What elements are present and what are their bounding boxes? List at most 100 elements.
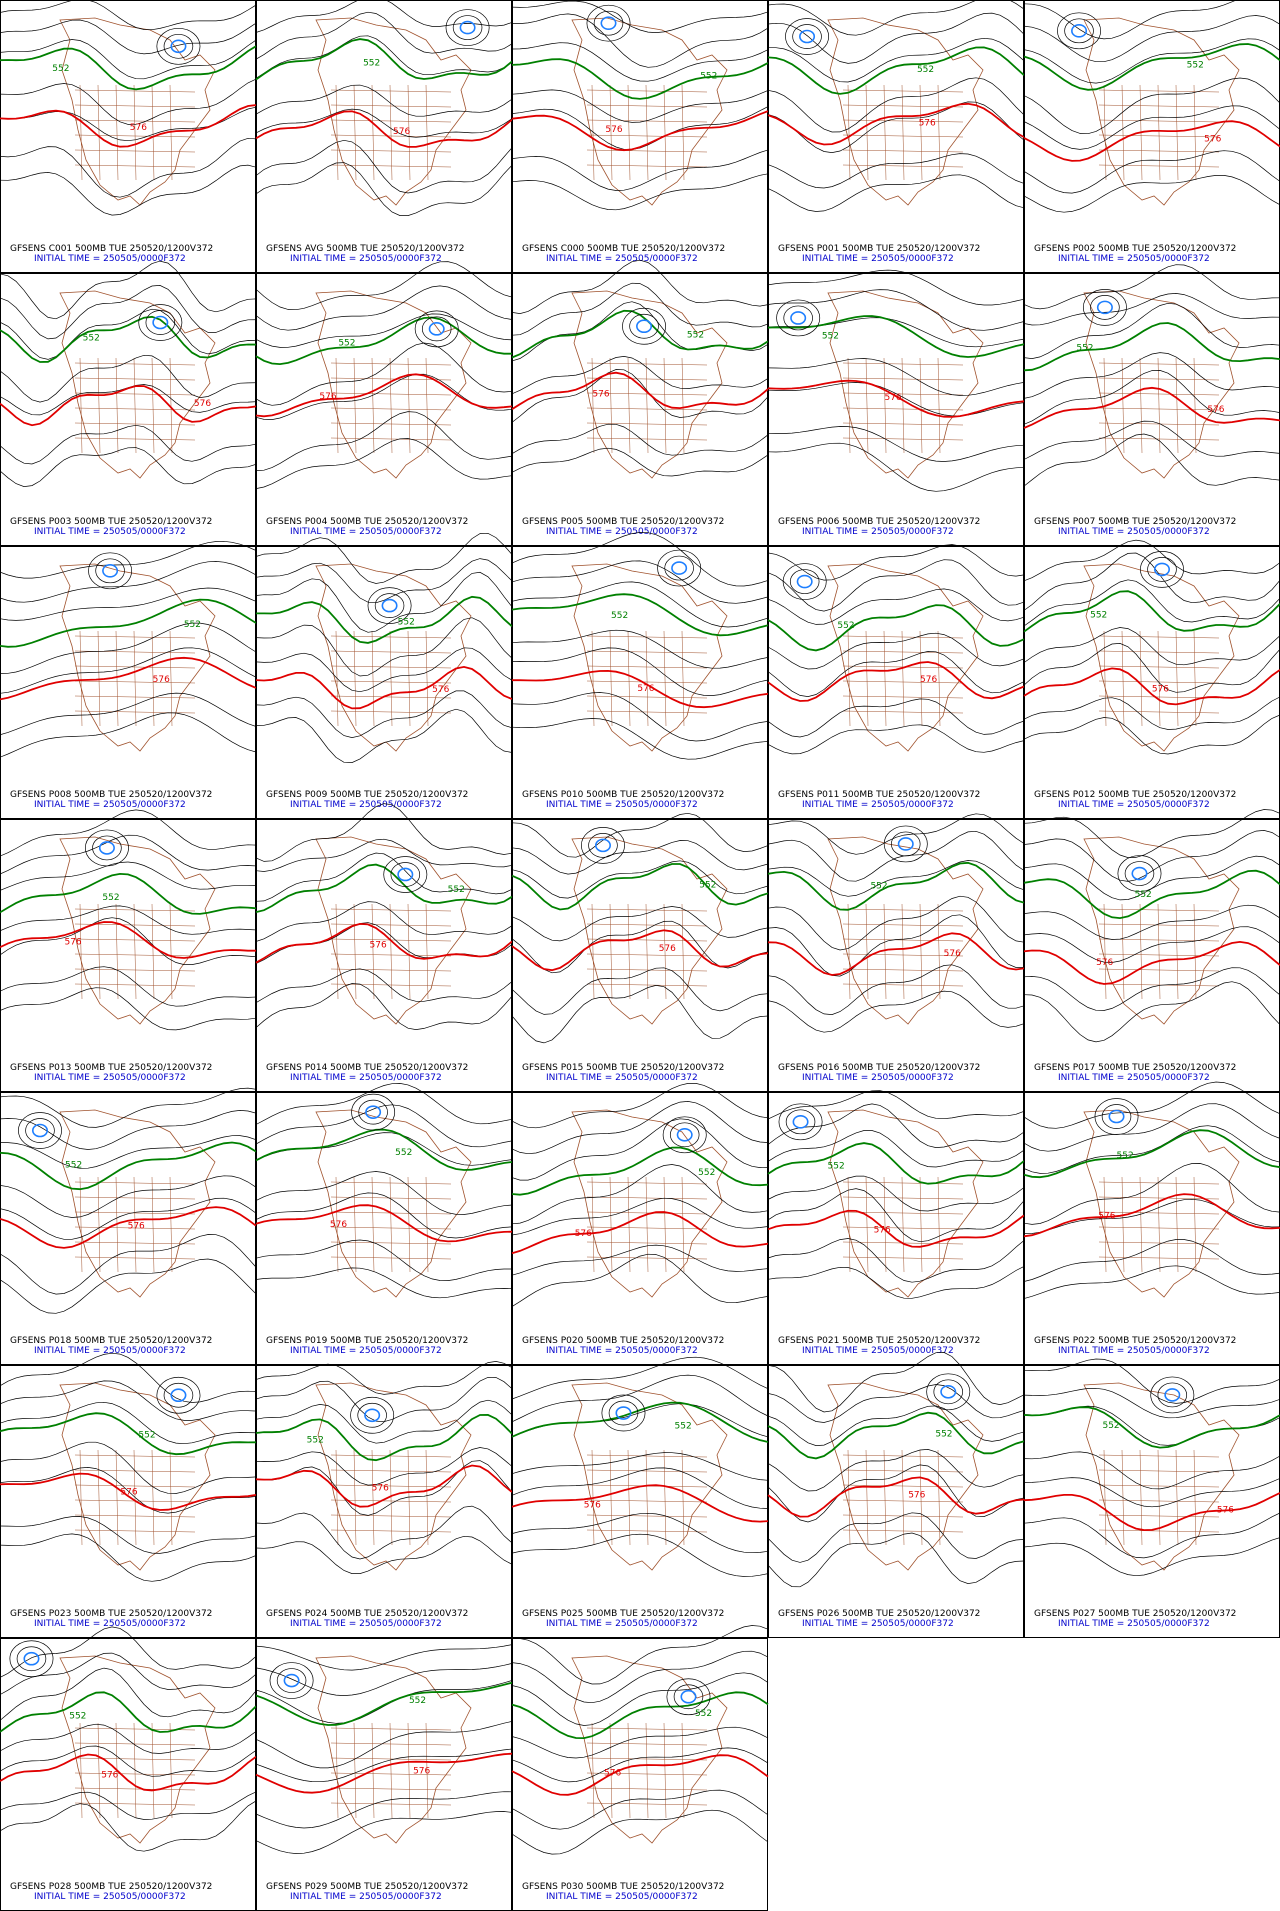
- low-contour: [138, 304, 183, 341]
- height-contour: [511, 840, 769, 875]
- contour-576: [255, 373, 513, 418]
- border-line: [1098, 362, 1220, 366]
- height-contour: [767, 1238, 1025, 1283]
- contour-label: 552: [1187, 61, 1204, 71]
- contour-label: 576: [130, 123, 147, 133]
- border-line: [681, 1449, 685, 1546]
- border-line: [663, 1176, 667, 1273]
- contour-label: 576: [874, 1226, 891, 1236]
- border-line: [919, 357, 923, 454]
- panel: 552 576 GFSENS P010 500MB TUE 250520/1200V…: [511, 532, 769, 819]
- border-line: [1098, 635, 1220, 639]
- contour-576: [767, 661, 1025, 702]
- border-line: [842, 164, 964, 168]
- border-line: [389, 1176, 393, 1273]
- height-contour: [767, 426, 1025, 462]
- height-contour: [511, 1726, 769, 1759]
- height-contour: [511, 282, 769, 336]
- height-contour: [511, 1374, 769, 1423]
- border-line: [1193, 84, 1197, 181]
- border-line: [1098, 1499, 1220, 1503]
- border-line: [627, 357, 631, 454]
- border-line: [586, 953, 708, 957]
- border-line: [74, 362, 196, 366]
- low-contour: [1108, 1109, 1125, 1124]
- border-line: [609, 1722, 613, 1819]
- panel: 552 576 GFSENS P011 500MB TUE 250520/1200V…: [767, 544, 1025, 819]
- border-line: [330, 1181, 452, 1185]
- contour-576: [0, 1206, 257, 1249]
- border-line: [842, 923, 964, 927]
- contour-label: 552: [695, 1709, 712, 1719]
- border-line: [74, 1742, 196, 1746]
- panel-frame: [1024, 819, 1280, 1092]
- border-line: [586, 1787, 708, 1791]
- low-contour: [615, 1406, 632, 1420]
- height-contour: [767, 1188, 1025, 1243]
- border-line: [842, 1256, 964, 1260]
- contour-552: [1023, 1406, 1280, 1449]
- height-contour: [0, 308, 257, 360]
- height-contour: [0, 285, 257, 340]
- height-contour: [0, 861, 257, 891]
- panel-frame: [512, 546, 768, 819]
- panel-label: GFSENS P015 500MB TUE 250520/1200V372: [522, 1063, 724, 1073]
- border-line: [1098, 968, 1220, 972]
- border-line: [74, 680, 196, 684]
- initial-time: INITIAL TIME = 250505/0000F372: [1058, 527, 1210, 537]
- border-line: [1103, 1449, 1107, 1546]
- panel: 552 576 GFSENS P030 500MB TUE 250520/1200V…: [511, 1625, 769, 1911]
- height-contour: [0, 1234, 257, 1295]
- border-line: [645, 1176, 649, 1273]
- panel-label: GFSENS P013 500MB TUE 250520/1200V372: [10, 1063, 212, 1073]
- contour-label: 576: [908, 1491, 925, 1501]
- coastline: [827, 1382, 984, 1571]
- contour-label: 576: [944, 949, 961, 959]
- low-contour: [783, 305, 813, 331]
- panel: 552 576 GFSENS P006 500MB TUE 250520/1200V…: [767, 269, 1025, 546]
- border-line: [115, 1449, 119, 1546]
- height-contour: [255, 708, 513, 763]
- border-line: [330, 695, 452, 699]
- height-contour: [0, 587, 257, 621]
- height-contour: [511, 1253, 769, 1307]
- low-contour: [594, 838, 611, 853]
- border-line: [1193, 630, 1197, 727]
- border-line: [627, 84, 631, 181]
- height-contour: [1023, 420, 1280, 460]
- panel-label: GFSENS P027 500MB TUE 250520/1200V372: [1034, 1609, 1236, 1619]
- height-contour: [511, 906, 769, 942]
- low-contour: [629, 313, 659, 339]
- border-line: [1098, 1196, 1220, 1200]
- coastline: [315, 17, 472, 206]
- contour-576: [767, 102, 1025, 146]
- panel: 552 576 GFSENS P021 500MB TUE 250520/1200V…: [767, 1090, 1025, 1365]
- border-line: [586, 1256, 708, 1260]
- border-line: [425, 1176, 429, 1273]
- contour-label: 552: [65, 1160, 82, 1170]
- border-line: [681, 84, 685, 181]
- border-line: [919, 84, 923, 181]
- border-line: [586, 1499, 708, 1503]
- low-contour: [666, 1678, 711, 1716]
- contour-576: [255, 1752, 513, 1794]
- height-contour: [511, 560, 769, 604]
- height-contour: [255, 1748, 513, 1783]
- border-line: [1157, 630, 1161, 727]
- contour-576: [255, 665, 513, 710]
- panel: 552 576 GFSENS P025 500MB TUE 250520/1200V…: [511, 1356, 769, 1638]
- height-contour: [767, 559, 1025, 612]
- height-contour: [1023, 981, 1280, 1043]
- height-contour: [1023, 1103, 1280, 1152]
- border-line: [847, 357, 851, 454]
- contour-576: [1023, 940, 1280, 985]
- panel-label: GFSENS P010 500MB TUE 250520/1200V372: [522, 790, 724, 800]
- low-contour: [383, 856, 428, 893]
- height-contour: [1023, 1125, 1280, 1174]
- low-contour: [636, 319, 653, 334]
- contour-label: 552: [828, 1162, 845, 1172]
- panel: 552 576 GFSENS P028 500MB TUE 250520/1200V…: [0, 1626, 257, 1911]
- panel-label: GFSENS P026 500MB TUE 250520/1200V372: [778, 1609, 980, 1619]
- border-line: [586, 1181, 708, 1185]
- contour-label: 552: [398, 618, 415, 628]
